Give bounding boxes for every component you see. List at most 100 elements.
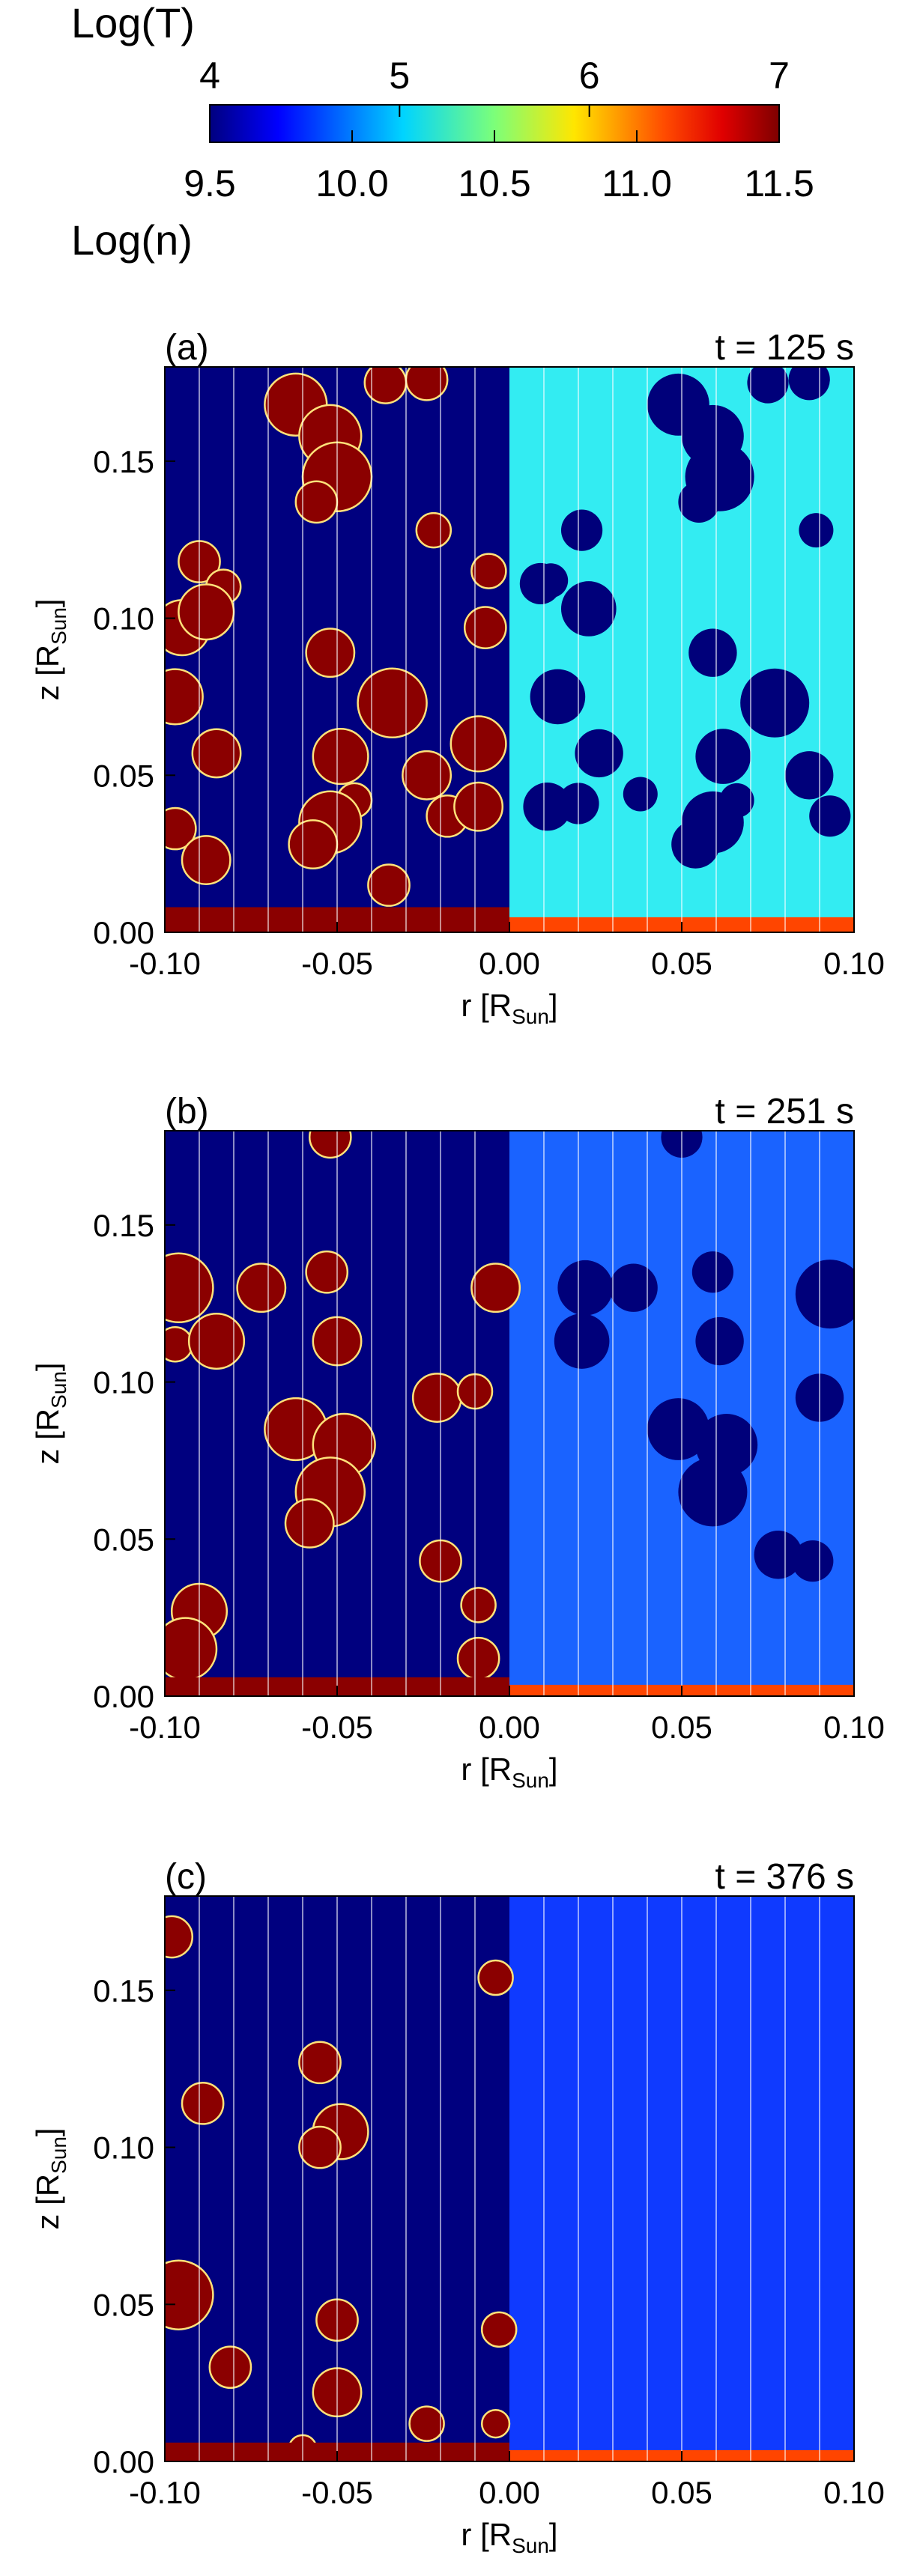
panel-content xyxy=(165,1131,854,1696)
temperature-blob xyxy=(367,863,411,907)
y-axis-label-main: z [R xyxy=(30,645,65,701)
colorbar-bottom-tick-label: 9.5 xyxy=(184,162,236,204)
temperature-blob xyxy=(165,2259,214,2330)
temperature-blob xyxy=(456,1636,500,1680)
temperature-blob xyxy=(460,1587,497,1623)
y-tick-label: 0.15 xyxy=(93,1208,154,1243)
time-label: t = 376 s xyxy=(715,1857,854,1897)
x-axis-label-subscript: Sun xyxy=(512,1005,549,1028)
panel-c: 0.00 0.05 0.10 0.15 -0.10 -0.05 0.00 0.05 0.10 (c… xyxy=(30,1857,885,2557)
x-axis-label: r [RSun] xyxy=(461,1752,557,1792)
density-blob xyxy=(785,751,834,800)
y-tick-label: 0.15 xyxy=(93,1973,154,2008)
y-tick-label: 0.00 xyxy=(93,915,154,950)
time-label: t = 125 s xyxy=(715,328,854,368)
y-axis-label-subscript: Sun xyxy=(47,607,70,645)
temperature-blob xyxy=(298,2041,342,2085)
x-tick-label: 0.00 xyxy=(479,1710,540,1745)
colorbar-bottom-tick-label: 11.0 xyxy=(602,162,672,204)
x-tick-label: 0.10 xyxy=(823,1710,885,1745)
y-axis-label-main: z [R xyxy=(30,2174,65,2230)
temperature-blob xyxy=(312,728,369,786)
temperature-blob xyxy=(411,1373,462,1423)
temperature-blob xyxy=(165,1325,194,1363)
density-blob xyxy=(678,481,720,523)
colorbar-bottom-tick-label: 10.5 xyxy=(458,162,530,204)
temperature-blob xyxy=(181,2081,225,2125)
colorbar: Log(T) 4 5 6 7 9.5 10.0 10.5 11.0 11.5 Log(n) xyxy=(71,0,814,264)
temperature-blob xyxy=(363,367,408,404)
panel-a: 0.00 0.05 0.10 0.15 -0.10 -0.05 0.00 0.05 0.10 (a… xyxy=(30,328,885,1028)
temperature-blob xyxy=(284,1498,335,1549)
x-axis-label-close: ] xyxy=(549,1752,558,1787)
x-tick-label: 0.00 xyxy=(479,2475,540,2510)
density-blob xyxy=(799,513,834,548)
temperature-blob xyxy=(191,728,242,779)
density-blob xyxy=(575,729,623,778)
temperature-blob xyxy=(470,553,507,589)
y-tick-label: 0.05 xyxy=(93,1522,154,1557)
temperature-blob xyxy=(165,668,204,726)
panel-label: (a) xyxy=(165,328,209,368)
y-axis-label-subscript: Sun xyxy=(47,1371,70,1409)
panel-label: (b) xyxy=(165,1092,209,1131)
temperature-blob xyxy=(415,511,452,549)
density-blob xyxy=(809,795,851,837)
density-blob xyxy=(561,509,603,551)
y-tick-label: 0.00 xyxy=(93,2444,154,2479)
density-blob xyxy=(795,1260,854,1329)
density-blob xyxy=(691,1251,734,1293)
density-blob xyxy=(678,1457,748,1527)
temperature-blob xyxy=(450,715,507,773)
x-tick-label: 0.05 xyxy=(651,2475,712,2510)
colorbar-top-tick-label: 5 xyxy=(389,55,410,97)
temperature-blob xyxy=(305,1250,349,1294)
temperature-blob xyxy=(178,583,235,641)
x-tick-label: 0.10 xyxy=(823,2475,885,2510)
y-axis-label-close: ] xyxy=(30,1362,65,1371)
y-axis-label-main: z [R xyxy=(30,1409,65,1465)
temperature-blob xyxy=(470,1263,521,1313)
temperature-blob xyxy=(236,1263,287,1313)
colorbar-bottom-ticks: 9.5 10.0 10.5 11.0 11.5 xyxy=(184,130,814,204)
y-axis-label-close: ] xyxy=(30,2127,65,2136)
y-tick-label: 0.10 xyxy=(93,2130,154,2166)
y-tick-label: 0.00 xyxy=(93,1679,154,1714)
temperature-blob xyxy=(480,2409,511,2439)
panel-content xyxy=(165,1896,854,2461)
density-blob xyxy=(519,562,562,605)
y-axis-label-close: ] xyxy=(30,598,65,607)
x-axis-label-subscript: Sun xyxy=(512,2534,549,2557)
temperature-blob xyxy=(294,480,339,524)
colorbar-top-label: Log(T) xyxy=(71,0,195,46)
panel-content xyxy=(165,367,854,932)
colorbar-bottom-label: Log(n) xyxy=(71,216,193,264)
density-blob xyxy=(557,1260,613,1316)
x-axis-label: r [RSun] xyxy=(461,2517,557,2557)
colorbar-top-tick-label: 4 xyxy=(199,55,220,97)
x-axis-label-main: r [R xyxy=(461,1752,512,1787)
temperature-blob xyxy=(165,806,197,851)
density-blob xyxy=(523,783,572,831)
x-tick-label: -0.10 xyxy=(129,2475,201,2510)
temperature-blob xyxy=(165,1617,218,1681)
density-blob xyxy=(792,1540,834,1582)
x-axis-label-main: r [R xyxy=(461,988,512,1023)
colorbar-top-tick-label: 7 xyxy=(769,55,790,97)
x-axis-label-subscript: Sun xyxy=(512,1769,549,1792)
density-blob xyxy=(695,729,751,784)
temperature-blob xyxy=(288,819,339,870)
x-tick-label: 0.10 xyxy=(823,946,885,981)
density-blob xyxy=(623,777,658,812)
y-tick-label: 0.15 xyxy=(93,444,154,479)
y-tick-label: 0.10 xyxy=(93,601,154,637)
temperature-blob xyxy=(405,367,449,401)
density-blob xyxy=(695,1316,744,1366)
temperature-blob xyxy=(402,750,452,801)
y-axis-label: z [RSun] xyxy=(30,598,70,700)
colorbar-top-ticks: 4 5 6 7 xyxy=(199,55,790,117)
density-blob xyxy=(747,367,789,404)
x-axis-label-main: r [R xyxy=(461,2517,512,2552)
x-tick-label: -0.05 xyxy=(301,1710,373,1745)
